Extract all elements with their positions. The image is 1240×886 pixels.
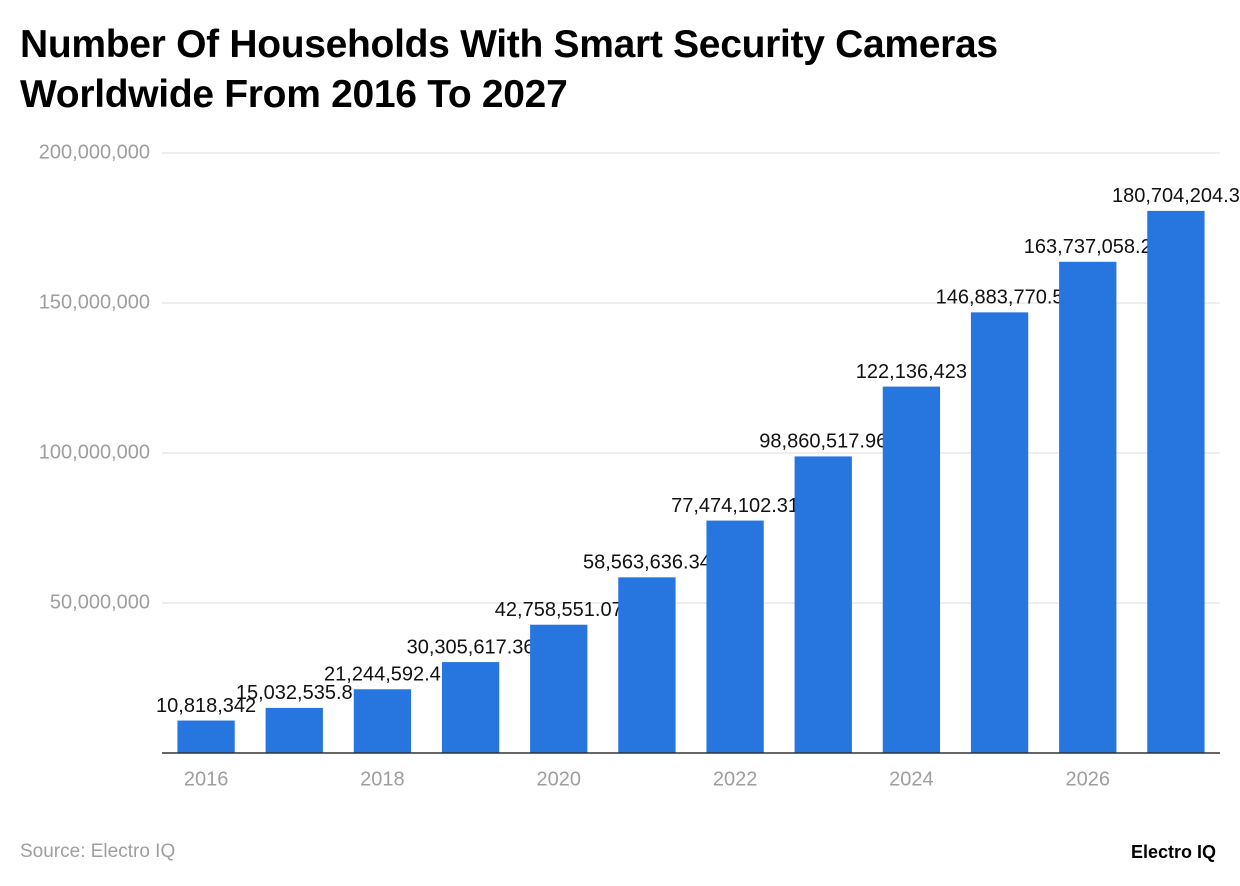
value-label: 122,136,423 [856, 361, 967, 383]
brand: Electro IQ [1130, 842, 1216, 862]
value-label: 180,704,204.3 [1112, 185, 1240, 207]
y-tick-label: 200,000,000 [39, 141, 150, 163]
x-tick-label: 2020 [537, 768, 582, 790]
value-label: 58,563,636.34 [583, 552, 711, 574]
value-label: 146,883,770.5 [936, 287, 1064, 309]
value-label: 42,758,551.07 [495, 599, 623, 621]
x-tick-label: 2026 [1066, 768, 1111, 790]
bar [794, 456, 852, 753]
bar [706, 520, 764, 753]
x-tick-label: 2022 [713, 768, 758, 790]
value-label: 98,860,517.96 [759, 431, 887, 453]
bar [441, 662, 500, 753]
bar [1147, 210, 1205, 753]
bar [970, 312, 1029, 753]
y-tick-label: 150,000,000 [39, 291, 150, 313]
source: Source: Electro IQ [20, 841, 176, 862]
value-label: 21,244,592.4 [324, 664, 441, 686]
bar [265, 707, 323, 753]
bar [177, 720, 235, 753]
x-tick-label: 2018 [360, 768, 405, 790]
bar [353, 689, 412, 753]
bar [1059, 261, 1117, 753]
value-label: 163,737,058.2 [1024, 236, 1152, 258]
bar [618, 577, 676, 753]
bar [530, 624, 588, 753]
chart-title: Number Of Households With Smart Security… [20, 23, 998, 116]
x-tick-label: 2016 [184, 768, 229, 790]
value-label: 10,818,342 [156, 695, 256, 717]
value-label: 30,305,617.36 [407, 636, 535, 658]
x-tick-label: 2024 [889, 768, 934, 790]
bar [882, 386, 941, 753]
y-tick-label: 50,000,000 [50, 591, 150, 613]
value-label: 15,032,535.8 [236, 682, 353, 704]
value-label: 77,474,102.31 [671, 495, 799, 517]
y-tick-label: 100,000,000 [39, 441, 150, 463]
